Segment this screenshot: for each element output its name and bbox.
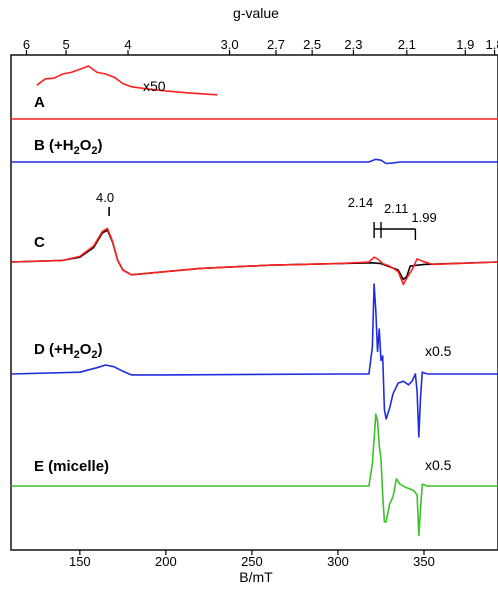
series-c-black <box>10 229 498 281</box>
scale-label-a: x50 <box>143 78 166 94</box>
annot-label-2.11: 2.11 <box>384 201 408 216</box>
x-tick-label: 300 <box>327 554 349 569</box>
top-axis-ticks: 6 5 4 3.0 2.7 2.5 2.3 2.1 1.9 1.8 <box>23 37 498 55</box>
x-axis-label: B/mT <box>239 569 273 585</box>
g-tick-label: 1.8 <box>486 37 498 52</box>
panel-label-c: C <box>34 234 45 251</box>
g-tick-label: 1.9 <box>456 37 474 52</box>
g-tick-label: 2.7 <box>267 37 285 52</box>
g-tick-label: 3.0 <box>221 37 239 52</box>
series-b <box>11 158 498 165</box>
panel-label-b: B (+H2O2) <box>34 137 103 157</box>
series-c-red <box>10 227 498 286</box>
top-axis-label: g-value <box>233 5 279 21</box>
annot-label-4.0: 4.0 <box>96 190 114 205</box>
x-tick-label: 350 <box>413 554 435 569</box>
g-tick-label: 2.5 <box>303 37 321 52</box>
x-tick-label: 200 <box>155 554 177 569</box>
g-tick-label: 5 <box>62 37 69 52</box>
x-tick-label: 250 <box>241 554 263 569</box>
series-d <box>10 283 498 438</box>
plot-frame <box>10 54 498 551</box>
scale-label-d: x0.5 <box>425 343 452 359</box>
panel-label-d: D (+H2O2) <box>34 341 103 361</box>
annotations: 4.0 2.14 2.111.99 <box>96 190 437 240</box>
series-e <box>11 413 498 537</box>
panel-label-e: E (micelle) <box>34 458 109 475</box>
panel-label-a: A <box>34 94 45 111</box>
scale-label-e: x0.5 <box>425 457 452 473</box>
g-tick-label: 2.3 <box>344 37 362 52</box>
annot-label-2.14: 2.14 <box>348 195 373 210</box>
series-layer <box>10 65 498 537</box>
bottom-axis-ticks: 150 200 250 300 350 <box>69 550 435 569</box>
g-tick-label: 2.1 <box>398 37 416 52</box>
g-tick-label: 4 <box>124 37 131 52</box>
annot-label-1.99: 1.99 <box>411 210 436 225</box>
x-tick-label: 150 <box>69 554 91 569</box>
g-tick-label: 6 <box>23 37 30 52</box>
series-a <box>36 65 218 96</box>
